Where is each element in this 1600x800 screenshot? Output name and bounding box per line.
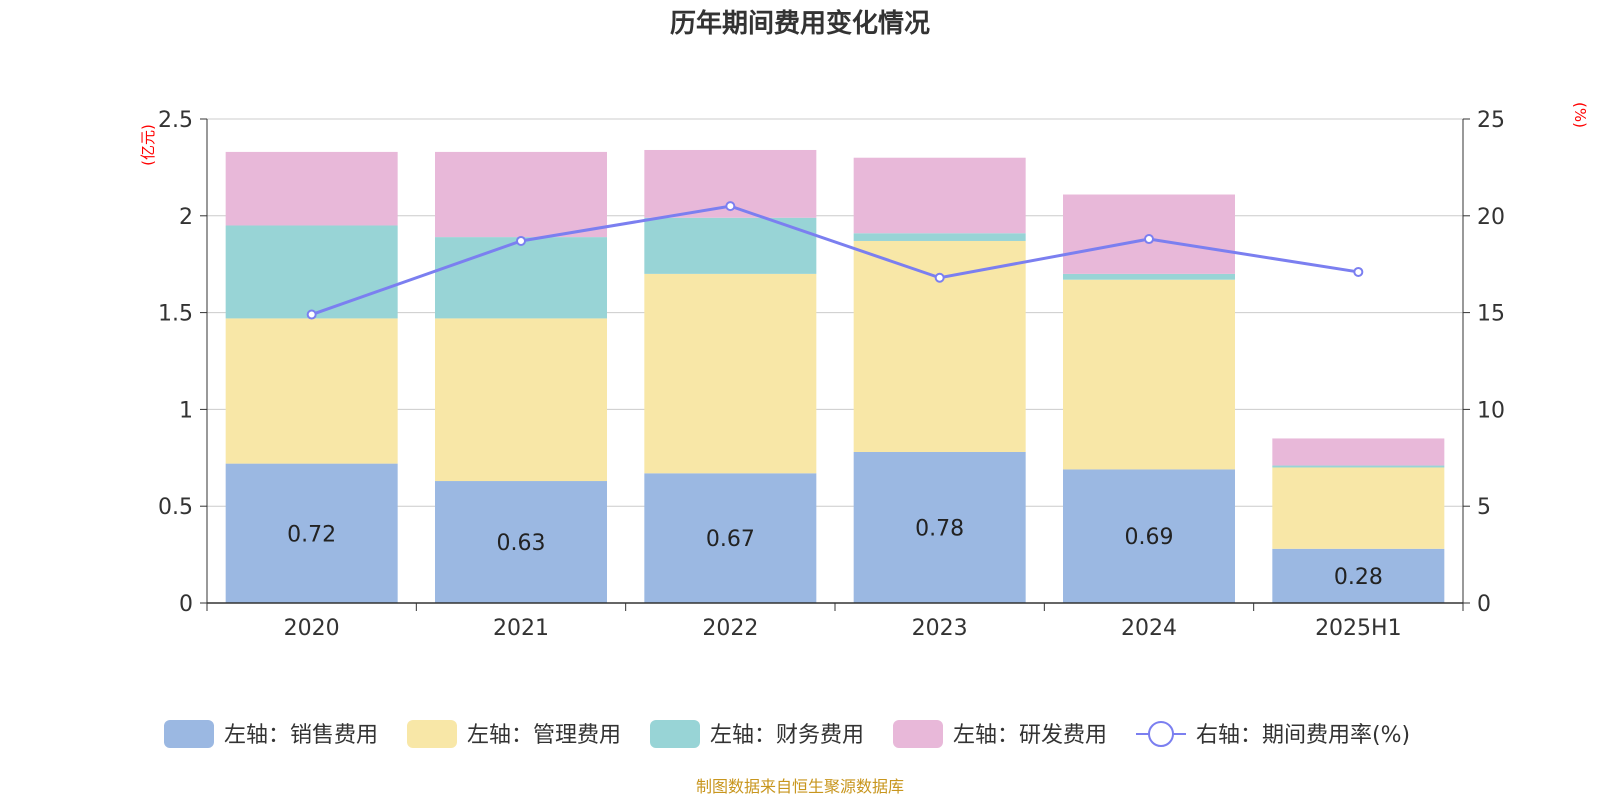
x-axis-tick-label: 2020 bbox=[284, 616, 340, 641]
rate-line-point bbox=[725, 201, 736, 212]
bar-data-label: 0.28 bbox=[1334, 565, 1383, 590]
bar-data-label: 0.63 bbox=[497, 531, 546, 556]
legend-swatch bbox=[893, 720, 943, 748]
legend: 左轴：销售费用 左轴：管理费用 左轴：财务费用 左轴：研发费用 右轴：期间费用率(%) bbox=[164, 720, 1410, 748]
rate-line bbox=[306, 201, 1364, 320]
left-axis-tick-label: 0 bbox=[179, 592, 193, 617]
bar-segment bbox=[1272, 467, 1445, 549]
bar-segment bbox=[853, 240, 1026, 452]
gridlines bbox=[207, 118, 1463, 507]
rate-line-path bbox=[311, 204, 1359, 316]
bars bbox=[225, 149, 1445, 603]
bar-data-label: 0.72 bbox=[287, 522, 336, 547]
legend-label: 左轴：管理费用 bbox=[467, 723, 621, 748]
legend-label: 左轴：销售费用 bbox=[224, 723, 378, 748]
bar-segment bbox=[1063, 469, 1235, 603]
bar-segment bbox=[644, 473, 817, 603]
right-axis-tick-label: 20 bbox=[1477, 205, 1505, 230]
bar-data-label: 0.78 bbox=[915, 516, 964, 541]
left-axis-tick-label: 1.5 bbox=[158, 302, 193, 327]
bar-data-label: 0.67 bbox=[706, 527, 755, 552]
right-axis-tick-label: 10 bbox=[1477, 398, 1505, 423]
rate-line-point bbox=[934, 272, 945, 283]
right-axis-unit: (%) bbox=[1571, 102, 1589, 128]
x-axis-tick-label: 2025H1 bbox=[1315, 616, 1402, 641]
bar-segment bbox=[435, 481, 607, 603]
legend-label: 左轴：财务费用 bbox=[710, 723, 864, 748]
bar-segment bbox=[853, 451, 1026, 603]
rate-line-point bbox=[1353, 266, 1364, 277]
bar-segment bbox=[1272, 465, 1445, 468]
left-axis-tick-label: 1 bbox=[179, 398, 193, 423]
bar-segment bbox=[1272, 548, 1445, 603]
x-axis-tick-label: 2022 bbox=[702, 616, 758, 641]
bar-segment bbox=[644, 273, 817, 474]
x-axis-tick-label: 2024 bbox=[1121, 616, 1177, 641]
legend-swatch bbox=[164, 720, 214, 748]
legend-swatch bbox=[650, 720, 700, 748]
left-axis-unit: (亿元) bbox=[139, 124, 157, 166]
axes: (亿元) (%) 0 0.5 1 1.5 2 2.5 0 5 10 15 20 25 2020 2021 2… bbox=[139, 102, 1589, 641]
chart-title: 历年期间费用变化情况 bbox=[670, 8, 930, 39]
legend-marker bbox=[1148, 721, 1174, 747]
bar-segment bbox=[1063, 273, 1235, 280]
right-axis-tick-label: 5 bbox=[1477, 495, 1491, 520]
bar-segment bbox=[225, 463, 398, 603]
source-note: 制图数据来自恒生聚源数据库 bbox=[696, 777, 904, 796]
bar-segment bbox=[853, 233, 1026, 241]
x-axis-tick-label: 2021 bbox=[493, 616, 549, 641]
bar-segment bbox=[853, 157, 1026, 234]
left-axis-tick-label: 2 bbox=[179, 205, 193, 230]
bar-segment bbox=[435, 237, 607, 319]
data-labels: 0.72 0.63 0.67 0.78 0.69 0.28 bbox=[287, 516, 1383, 589]
bar-segment bbox=[225, 225, 398, 319]
legend-label: 右轴：期间费用率(%) bbox=[1196, 723, 1410, 748]
right-axis-tick-label: 0 bbox=[1477, 592, 1491, 617]
bar-segment bbox=[1063, 279, 1235, 470]
bar-segment bbox=[435, 151, 607, 238]
right-axis-tick-label: 25 bbox=[1477, 108, 1505, 133]
rate-line-point bbox=[306, 309, 317, 320]
left-axis-tick-label: 0.5 bbox=[158, 495, 193, 520]
x-axis-tick-label: 2023 bbox=[912, 616, 968, 641]
bar-data-label: 0.69 bbox=[1125, 525, 1174, 550]
rate-line-point bbox=[1144, 234, 1154, 245]
right-axis-tick-label: 15 bbox=[1477, 302, 1505, 327]
legend-label: 左轴：研发费用 bbox=[953, 723, 1107, 748]
bar-segment bbox=[225, 151, 398, 226]
bar-segment bbox=[435, 318, 607, 482]
bar-segment bbox=[1272, 438, 1445, 466]
bar-segment bbox=[225, 318, 398, 464]
left-axis-tick-label: 2.5 bbox=[158, 108, 193, 133]
rate-line-point bbox=[516, 235, 526, 246]
legend-swatch bbox=[407, 720, 457, 748]
